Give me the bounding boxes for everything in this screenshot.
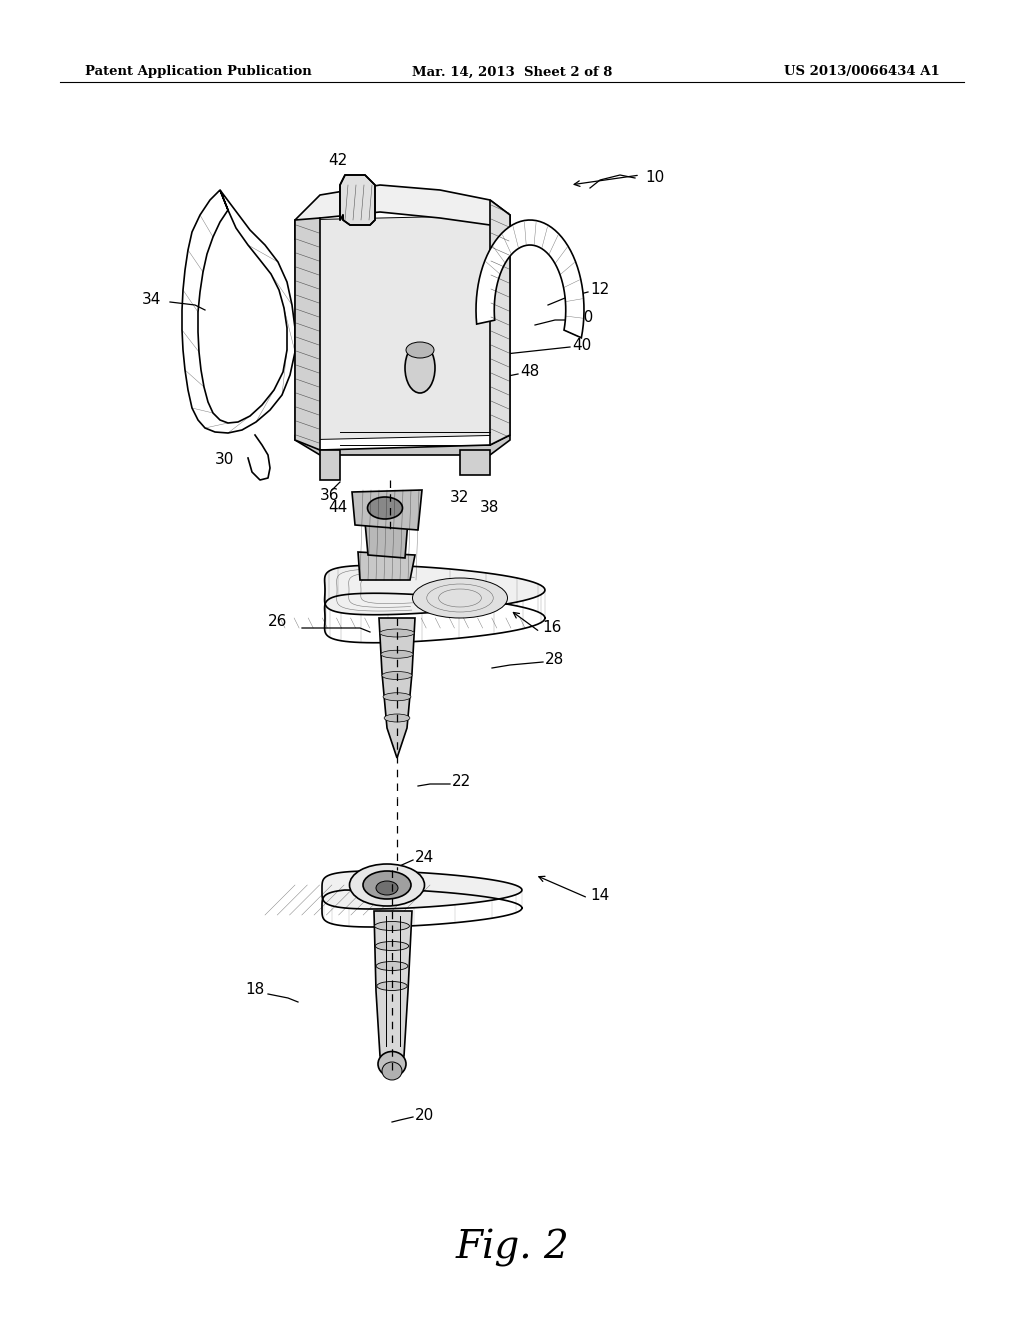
Polygon shape <box>358 552 415 579</box>
Polygon shape <box>490 201 510 445</box>
Text: 14: 14 <box>590 887 609 903</box>
Ellipse shape <box>382 672 412 680</box>
Polygon shape <box>379 618 415 758</box>
Text: 32: 32 <box>450 490 469 506</box>
Ellipse shape <box>406 342 434 358</box>
Ellipse shape <box>377 982 408 990</box>
Ellipse shape <box>383 693 411 701</box>
Polygon shape <box>295 185 510 240</box>
Text: 16: 16 <box>542 620 561 635</box>
Ellipse shape <box>382 1063 402 1080</box>
Ellipse shape <box>378 1052 406 1077</box>
Ellipse shape <box>362 871 411 899</box>
Text: 18: 18 <box>245 982 264 998</box>
Text: Patent Application Publication: Patent Application Publication <box>85 66 311 78</box>
Ellipse shape <box>376 880 398 895</box>
Text: 22: 22 <box>452 775 471 789</box>
Ellipse shape <box>368 498 402 519</box>
Text: 34: 34 <box>142 293 162 308</box>
Text: 28: 28 <box>545 652 564 668</box>
Polygon shape <box>460 450 490 475</box>
Ellipse shape <box>413 578 508 618</box>
Text: 44: 44 <box>329 500 347 515</box>
Polygon shape <box>295 218 319 450</box>
Text: 36: 36 <box>321 488 340 503</box>
Ellipse shape <box>375 921 410 931</box>
Text: 26: 26 <box>268 615 288 630</box>
Ellipse shape <box>381 651 413 659</box>
Polygon shape <box>182 190 295 433</box>
Text: 10: 10 <box>645 170 665 186</box>
Polygon shape <box>325 565 545 615</box>
Text: 40: 40 <box>572 338 591 352</box>
Text: 42: 42 <box>480 210 500 226</box>
Ellipse shape <box>384 714 410 722</box>
Text: 12: 12 <box>590 282 609 297</box>
Text: 70: 70 <box>575 310 594 326</box>
Ellipse shape <box>376 941 409 950</box>
Polygon shape <box>476 220 584 338</box>
Text: 48: 48 <box>520 364 540 380</box>
Text: 38: 38 <box>480 500 500 515</box>
Polygon shape <box>374 911 412 1076</box>
Ellipse shape <box>380 630 415 638</box>
Text: Mar. 14, 2013  Sheet 2 of 8: Mar. 14, 2013 Sheet 2 of 8 <box>412 66 612 78</box>
Text: US 2013/0066434 A1: US 2013/0066434 A1 <box>784 66 940 78</box>
Polygon shape <box>295 436 510 455</box>
Polygon shape <box>365 520 408 558</box>
Text: 24: 24 <box>415 850 434 866</box>
Polygon shape <box>295 215 510 440</box>
Text: 70: 70 <box>386 189 406 203</box>
Ellipse shape <box>376 961 408 970</box>
Ellipse shape <box>349 865 425 906</box>
Polygon shape <box>340 176 375 224</box>
Polygon shape <box>319 450 340 480</box>
Text: 20: 20 <box>415 1107 434 1122</box>
Ellipse shape <box>406 343 435 393</box>
Polygon shape <box>322 871 522 909</box>
Text: 42: 42 <box>329 153 347 168</box>
Polygon shape <box>352 490 422 531</box>
Text: 30: 30 <box>215 453 234 467</box>
Text: Fig. 2: Fig. 2 <box>455 1229 569 1267</box>
